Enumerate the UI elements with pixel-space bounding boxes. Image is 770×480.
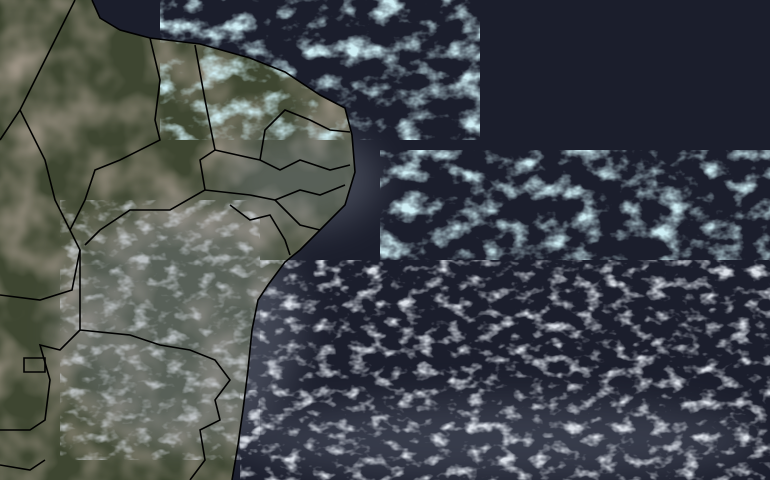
border [23, 357, 46, 373]
coastline [91, 0, 356, 480]
cloud-band [240, 390, 770, 480]
border [0, 0, 76, 141]
border [69, 37, 161, 231]
border [79, 329, 231, 480]
border [274, 199, 321, 231]
border [0, 459, 46, 471]
cloud-cluster [260, 260, 770, 390]
border [0, 109, 81, 301]
land-clouds [60, 200, 260, 460]
cloud-cluster [380, 150, 770, 260]
border [259, 109, 351, 161]
clouds [60, 0, 770, 480]
border [214, 149, 351, 171]
cloud-band [160, 0, 480, 140]
border [204, 184, 346, 201]
border [229, 204, 291, 256]
state-borders [0, 0, 356, 480]
